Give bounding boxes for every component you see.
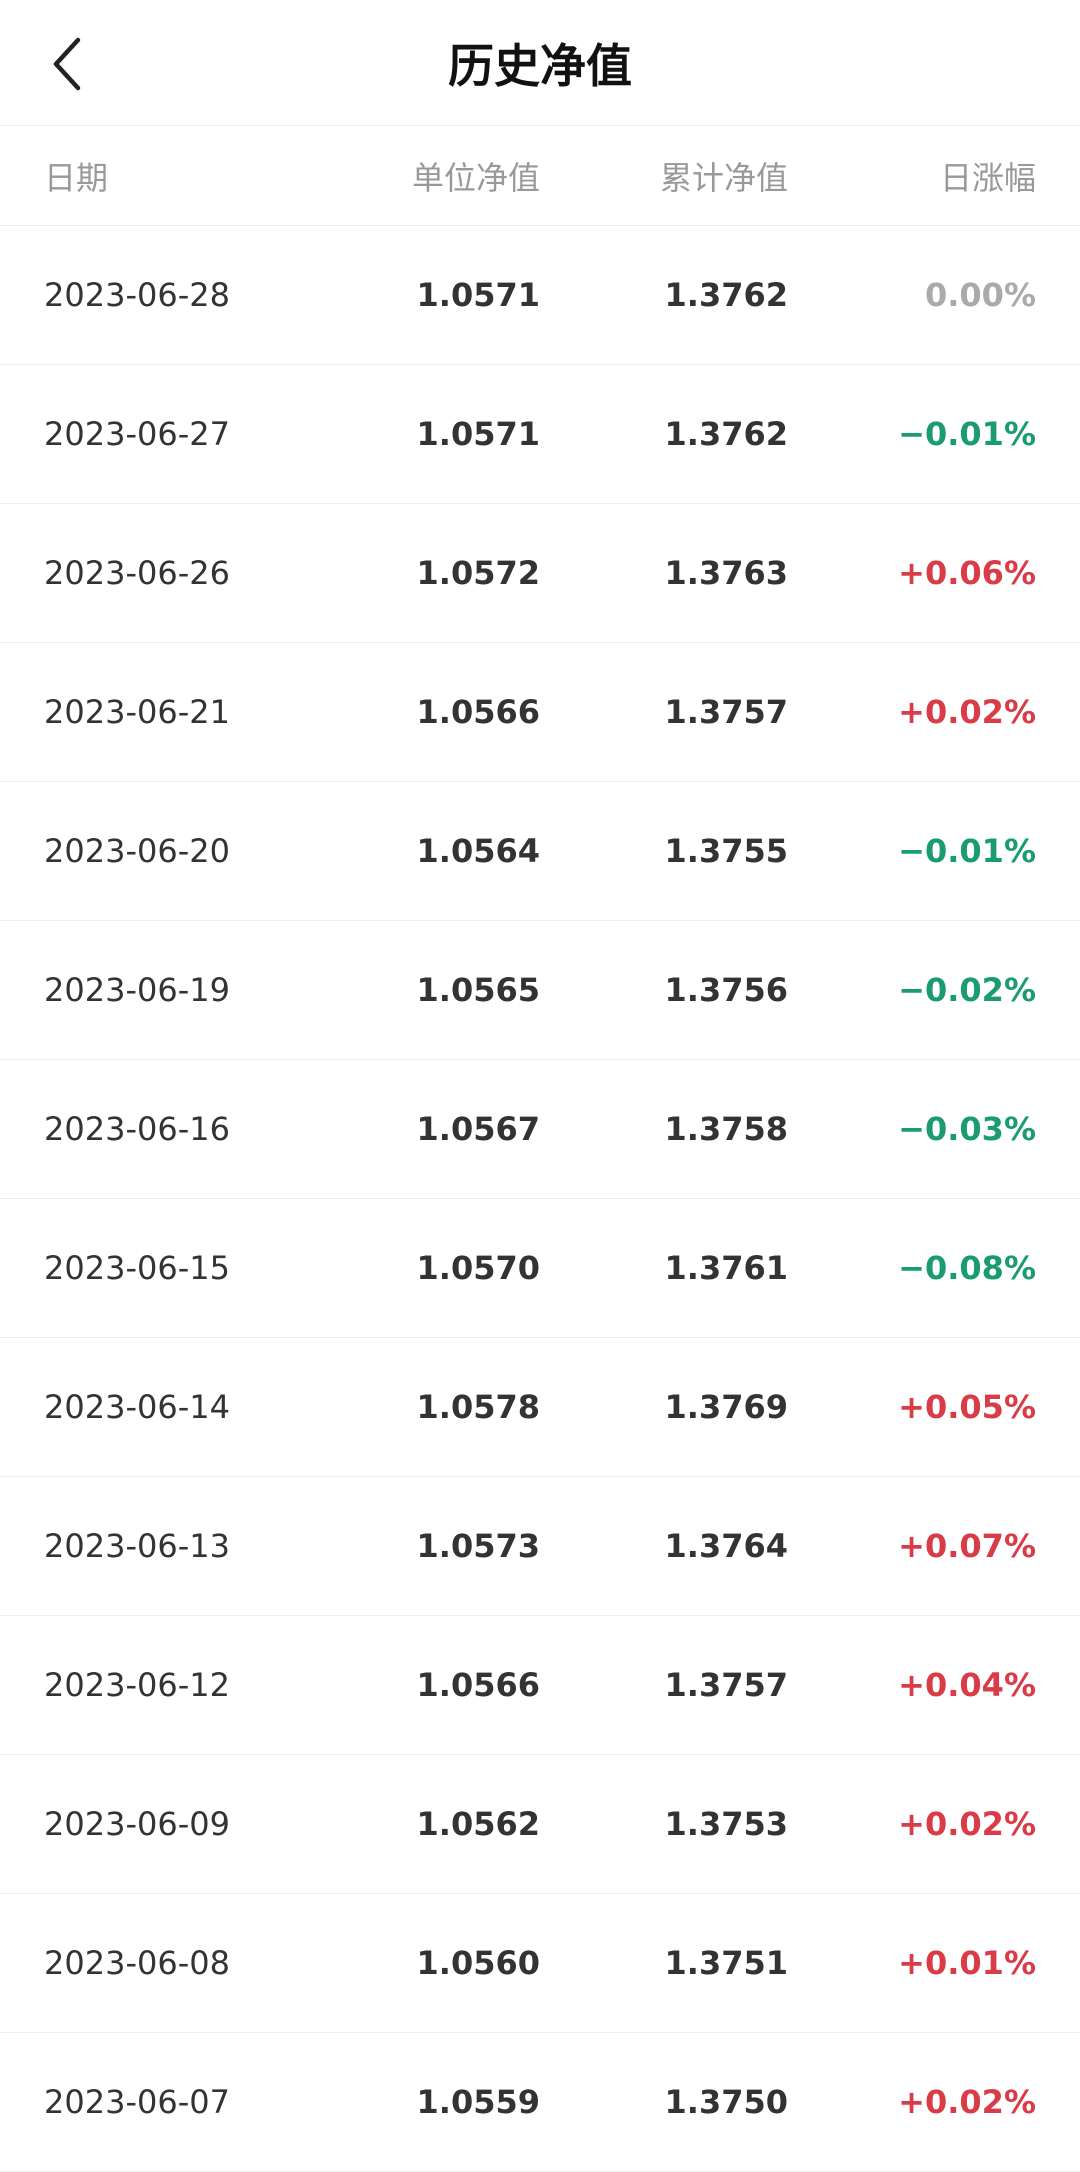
row-date: 2023-06-09 (44, 1805, 230, 1843)
table-header: 日期 单位净值 累计净值 日涨幅 (0, 126, 1080, 226)
row-unit-nav: 1.0573 (416, 1527, 540, 1565)
table-row[interactable]: 2023-06-27 1.0571 1.3762 −0.01% (0, 365, 1080, 504)
back-button[interactable] (30, 28, 106, 104)
table-row[interactable]: 2023-06-19 1.0565 1.3756 −0.02% (0, 921, 1080, 1060)
row-daily-change: +0.07% (898, 1527, 1036, 1565)
row-acc-nav: 1.3761 (664, 1249, 788, 1287)
row-date: 2023-06-07 (44, 2083, 230, 2121)
row-daily-change: −0.03% (898, 1110, 1036, 1148)
row-acc-nav: 1.3756 (664, 971, 788, 1009)
row-date: 2023-06-26 (44, 554, 230, 592)
row-daily-change: +0.02% (898, 1805, 1036, 1843)
row-unit-nav: 1.0565 (416, 971, 540, 1009)
row-unit-nav: 1.0578 (416, 1388, 540, 1426)
row-date: 2023-06-20 (44, 832, 230, 870)
row-unit-nav: 1.0566 (416, 1666, 540, 1704)
row-acc-nav: 1.3750 (664, 2083, 788, 2121)
row-date: 2023-06-14 (44, 1388, 230, 1426)
column-header-daily-change: 日涨幅 (939, 158, 1036, 197)
row-daily-change: −0.02% (898, 971, 1036, 1009)
column-header-unit-nav: 单位净值 (411, 158, 540, 197)
row-acc-nav: 1.3769 (664, 1388, 788, 1426)
row-acc-nav: 1.3755 (664, 832, 788, 870)
row-date: 2023-06-15 (44, 1249, 230, 1287)
row-acc-nav: 1.3762 (664, 276, 788, 314)
row-acc-nav: 1.3758 (664, 1110, 788, 1148)
row-unit-nav: 1.0562 (416, 1805, 540, 1843)
row-unit-nav: 1.0559 (416, 2083, 540, 2121)
row-date: 2023-06-19 (44, 971, 230, 1009)
row-daily-change: 0.00% (924, 276, 1036, 314)
row-unit-nav: 1.0571 (416, 276, 540, 314)
row-acc-nav: 1.3762 (664, 415, 788, 453)
chevron-left-icon (48, 36, 88, 96)
row-date: 2023-06-08 (44, 1944, 230, 1982)
row-date: 2023-06-21 (44, 693, 230, 731)
row-unit-nav: 1.0567 (416, 1110, 540, 1148)
row-unit-nav: 1.0566 (416, 693, 540, 731)
row-acc-nav: 1.3757 (664, 1666, 788, 1704)
row-daily-change: −0.08% (898, 1249, 1036, 1287)
table-row[interactable]: 2023-06-20 1.0564 1.3755 −0.01% (0, 782, 1080, 921)
column-header-date: 日期 (44, 158, 109, 197)
row-acc-nav: 1.3764 (664, 1527, 788, 1565)
table-row[interactable]: 2023-06-07 1.0559 1.3750 +0.02% (0, 2033, 1080, 2172)
row-unit-nav: 1.0570 (416, 1249, 540, 1287)
nav-history-list: 2023-06-28 1.0571 1.3762 0.00% 2023-06-27 1.0… (0, 226, 1080, 2172)
top-bar: 历史净值 (0, 0, 1080, 126)
row-date: 2023-06-28 (44, 276, 230, 314)
row-daily-change: +0.06% (898, 554, 1036, 592)
table-row[interactable]: 2023-06-14 1.0578 1.3769 +0.05% (0, 1338, 1080, 1477)
table-row[interactable]: 2023-06-13 1.0573 1.3764 +0.07% (0, 1477, 1080, 1616)
row-acc-nav: 1.3763 (664, 554, 788, 592)
row-daily-change: −0.01% (898, 415, 1036, 453)
row-date: 2023-06-12 (44, 1666, 230, 1704)
table-row[interactable]: 2023-06-12 1.0566 1.3757 +0.04% (0, 1616, 1080, 1755)
table-row[interactable]: 2023-06-21 1.0566 1.3757 +0.02% (0, 643, 1080, 782)
row-unit-nav: 1.0560 (416, 1944, 540, 1982)
row-date: 2023-06-13 (44, 1527, 230, 1565)
table-row[interactable]: 2023-06-09 1.0562 1.3753 +0.02% (0, 1755, 1080, 1894)
table-row[interactable]: 2023-06-28 1.0571 1.3762 0.00% (0, 226, 1080, 365)
row-acc-nav: 1.3753 (664, 1805, 788, 1843)
row-daily-change: +0.02% (898, 2083, 1036, 2121)
row-daily-change: −0.01% (898, 832, 1036, 870)
table-row[interactable]: 2023-06-15 1.0570 1.3761 −0.08% (0, 1199, 1080, 1338)
row-unit-nav: 1.0572 (416, 554, 540, 592)
row-acc-nav: 1.3751 (664, 1944, 788, 1982)
table-row[interactable]: 2023-06-08 1.0560 1.3751 +0.01% (0, 1894, 1080, 2033)
page-title: 历史净值 (448, 39, 632, 93)
row-daily-change: +0.05% (898, 1388, 1036, 1426)
table-row[interactable]: 2023-06-26 1.0572 1.3763 +0.06% (0, 504, 1080, 643)
row-unit-nav: 1.0564 (416, 832, 540, 870)
row-daily-change: +0.02% (898, 693, 1036, 731)
row-date: 2023-06-16 (44, 1110, 230, 1148)
column-header-acc-nav: 累计净值 (659, 158, 788, 197)
table-row[interactable]: 2023-06-16 1.0567 1.3758 −0.03% (0, 1060, 1080, 1199)
row-daily-change: +0.04% (898, 1666, 1036, 1704)
row-daily-change: +0.01% (898, 1944, 1036, 1982)
row-unit-nav: 1.0571 (416, 415, 540, 453)
row-acc-nav: 1.3757 (664, 693, 788, 731)
row-date: 2023-06-27 (44, 415, 230, 453)
